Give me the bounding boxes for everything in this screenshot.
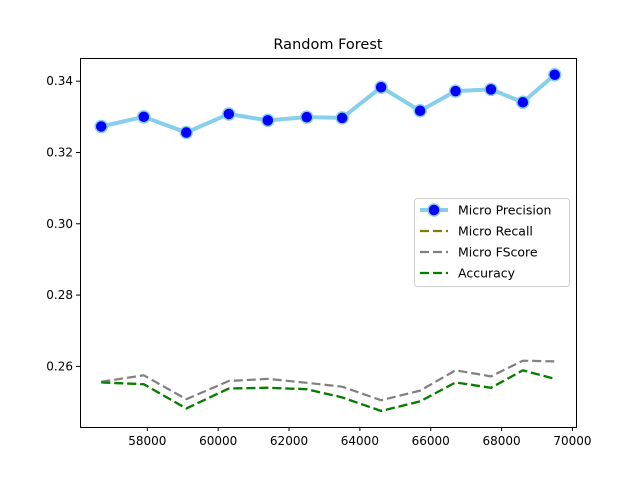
data-point-micro-precision <box>547 68 562 82</box>
data-point-micro-precision <box>484 82 498 97</box>
axes: 58000 60000 62000 64000 66000 68000 70000 0.26 0… <box>46 74 591 448</box>
data-point-micro-precision <box>335 111 349 125</box>
y-tick-label: 0.34 <box>46 74 73 88</box>
x-tick-label: 64000 <box>341 434 379 448</box>
series-line-accuracy <box>101 369 556 413</box>
x-tick-label: 68000 <box>483 434 521 448</box>
y-tick-label: 0.26 <box>46 359 73 373</box>
legend-label-micro-fscore: Micro FScore <box>458 245 538 260</box>
y-tick-label: 0.30 <box>46 217 73 231</box>
legend-label-micro-precision: Micro Precision <box>458 203 551 218</box>
data-point-micro-precision <box>94 119 109 134</box>
x-tick-label: 58000 <box>128 434 166 448</box>
x-tick-label: 62000 <box>270 434 308 448</box>
data-point-micro-precision <box>261 113 275 128</box>
plot-frame <box>80 58 577 428</box>
x-tick-label: 66000 <box>412 434 450 448</box>
legend-label-accuracy: Accuracy <box>458 266 516 281</box>
legend-box <box>414 198 570 287</box>
x-tick-label: 60000 <box>199 434 237 448</box>
chart-title: Random Forest <box>273 37 382 53</box>
legend-marker-micro-precision <box>427 203 441 217</box>
data-point-micro-precision <box>137 110 151 124</box>
series-line-micro-fscore <box>101 359 555 402</box>
plot-area <box>94 68 562 413</box>
data-point-micro-precision <box>516 95 530 109</box>
data-point-micro-precision <box>179 125 194 140</box>
legend: Micro Precision Micro Recall Micro FScore A… <box>414 198 570 287</box>
data-point-micro-precision <box>222 107 236 121</box>
x-tick-label: 70000 <box>553 434 591 448</box>
series-line-micro-precision <box>100 73 557 135</box>
data-point-micro-precision <box>299 110 314 124</box>
y-tick-label: 0.28 <box>46 288 73 302</box>
legend-label-micro-recall: Micro Recall <box>458 224 533 239</box>
data-point-micro-precision <box>448 84 463 98</box>
data-point-micro-precision <box>374 80 388 94</box>
data-point-micro-precision <box>413 104 427 118</box>
y-tick-label: 0.32 <box>46 145 73 159</box>
